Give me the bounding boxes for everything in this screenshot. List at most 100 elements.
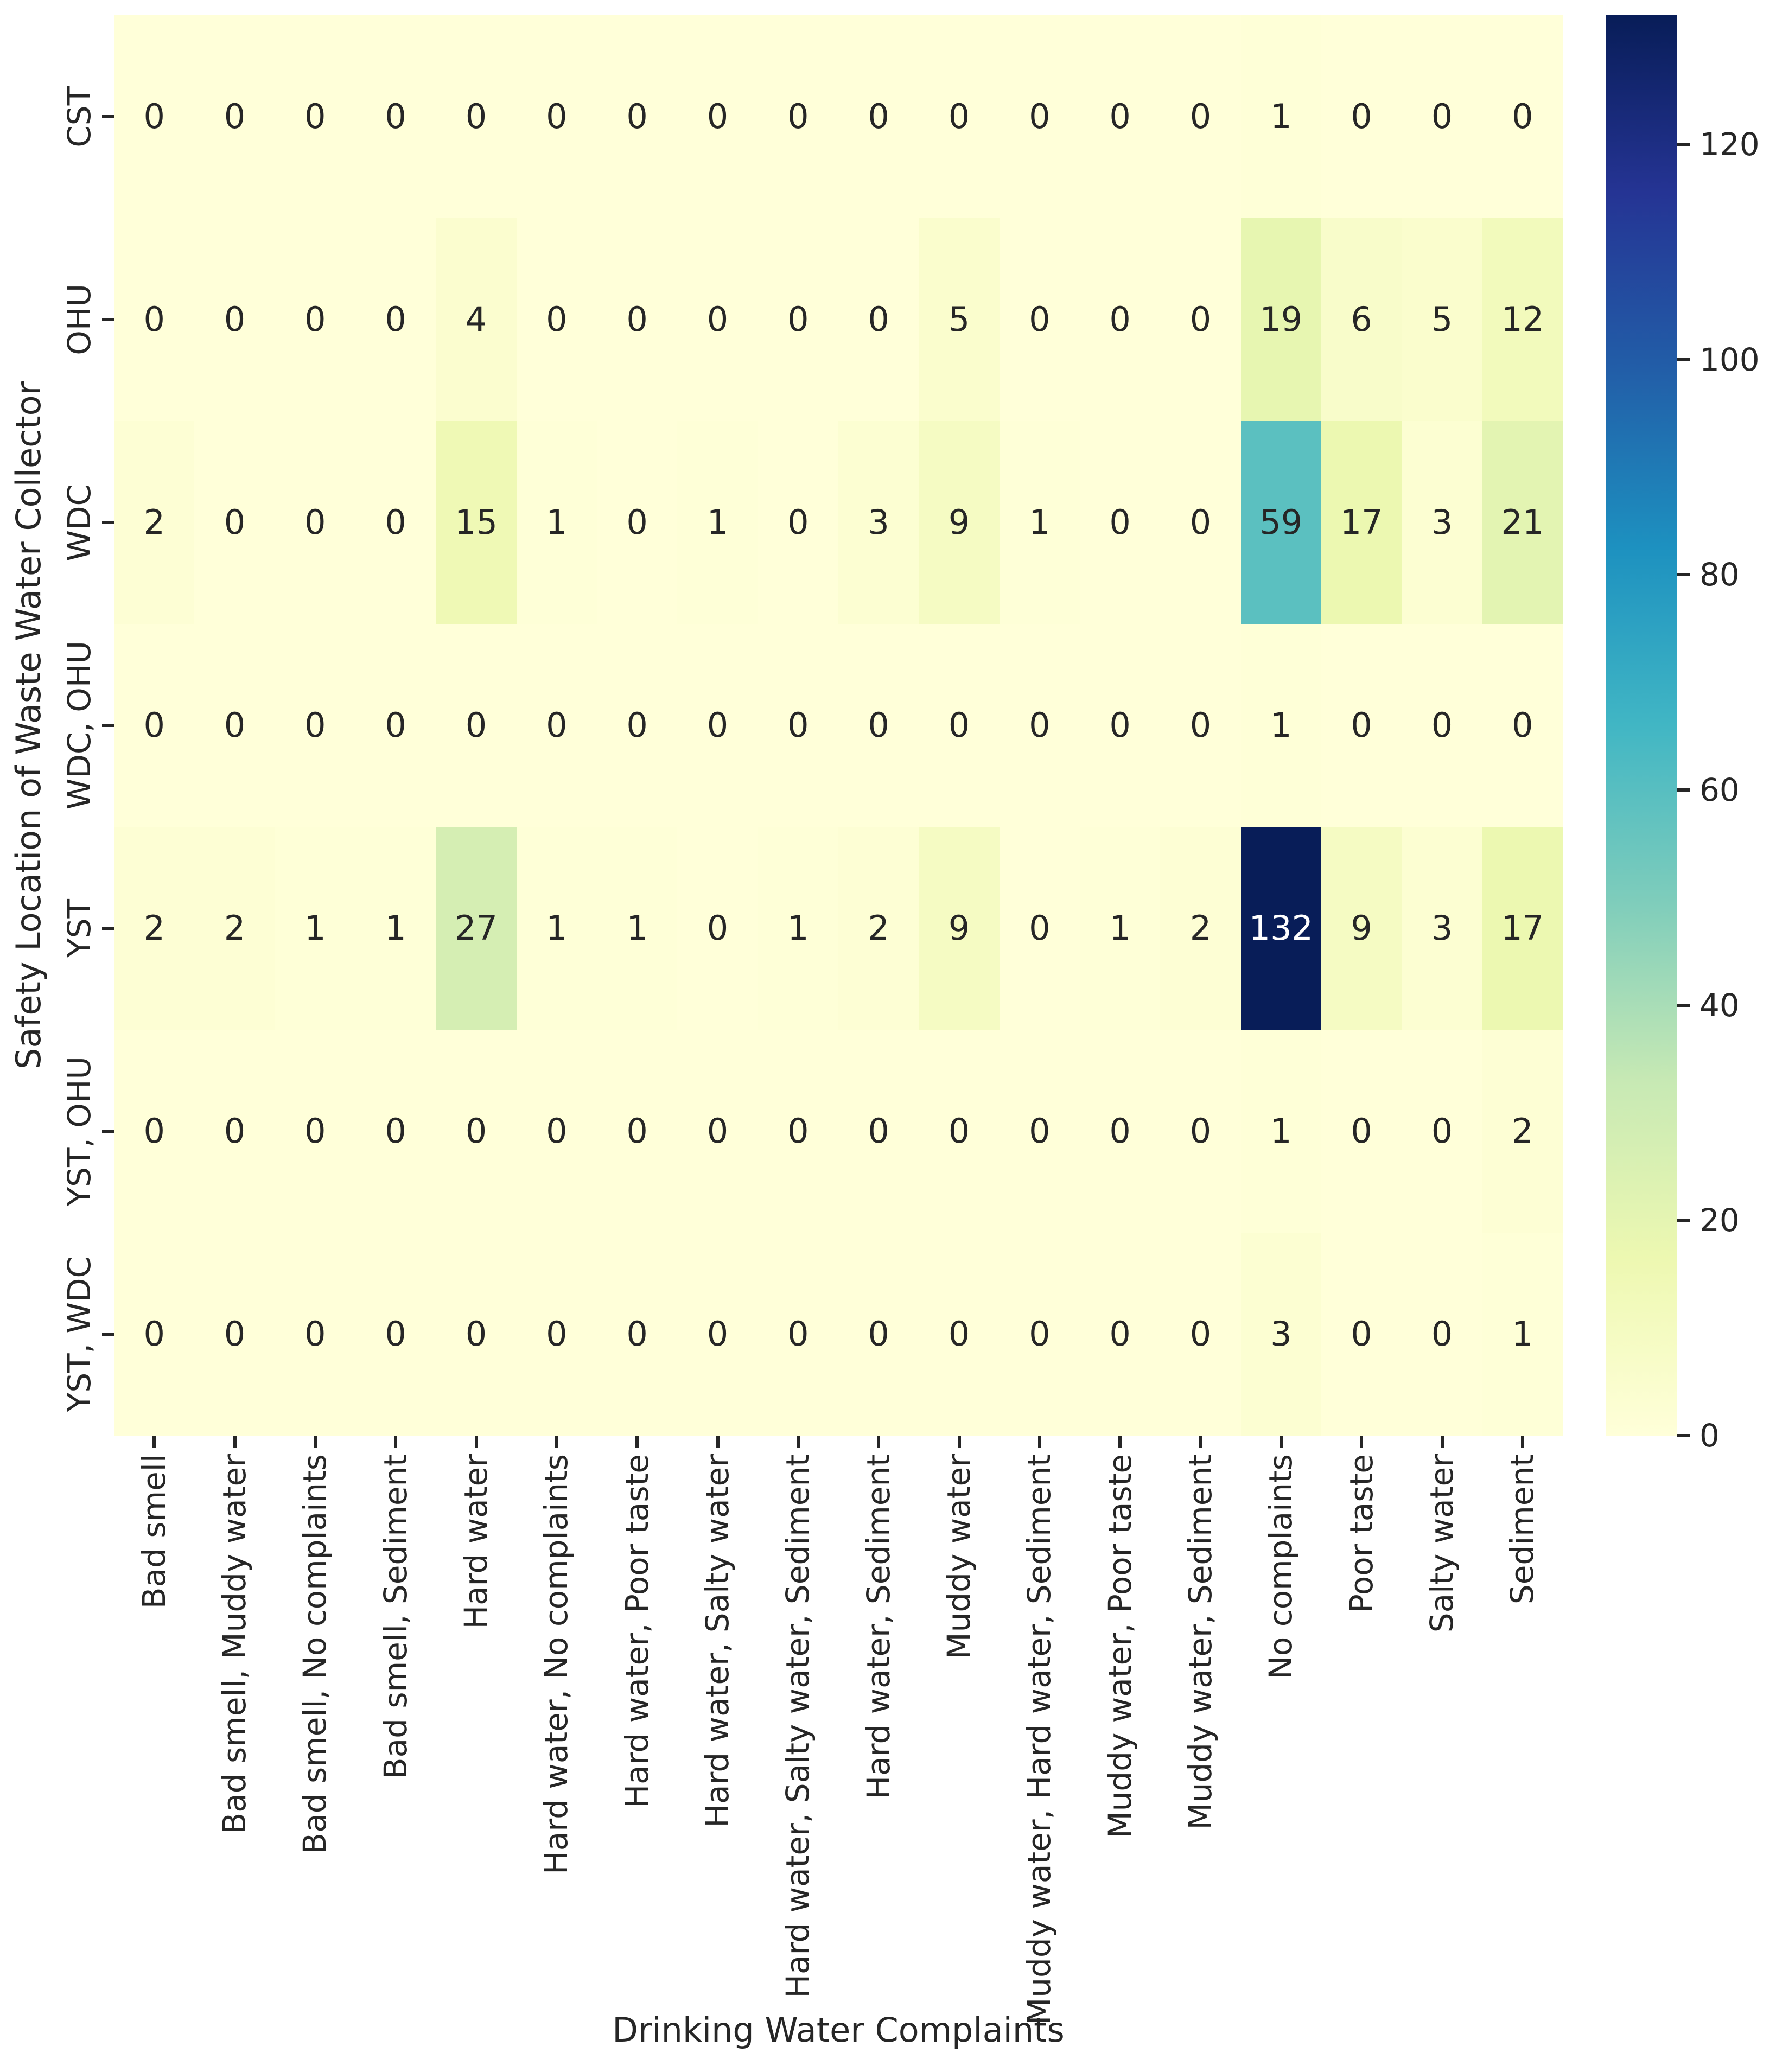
heatmap-cell: 0: [1402, 1233, 1482, 1436]
x-tick-mark: [1279, 1436, 1283, 1448]
cell-annotation: 1: [1270, 705, 1292, 745]
heatmap-cell: 0: [1079, 421, 1161, 624]
heatmap-cell: 0: [194, 624, 275, 827]
colorbar-tick-label: 0: [1699, 1417, 1720, 1454]
cell-annotation: 0: [465, 97, 487, 136]
x-tick-label: Hard water, No complaints: [517, 1454, 597, 2007]
x-tick-mark: [1360, 1436, 1364, 1448]
heatmap-cell: 0: [275, 15, 355, 218]
cell-annotation: 132: [1249, 908, 1313, 948]
heatmap-cell: 0: [1321, 15, 1402, 218]
x-tick-label: Muddy water, Hard water, Sediment: [1000, 1454, 1080, 2025]
cell-annotation: 17: [1340, 502, 1383, 542]
cell-annotation: 0: [143, 97, 165, 136]
heatmap-cell: 0: [596, 15, 678, 218]
heatmap-cell: 1: [999, 421, 1080, 624]
cell-annotation: 3: [1270, 1314, 1292, 1354]
cell-annotation: 0: [868, 97, 889, 136]
x-tick-label-text: No complaints: [1262, 1454, 1300, 1680]
cell-annotation: 0: [1351, 1111, 1372, 1151]
heatmap-cell: 1: [275, 827, 355, 1030]
heatmap-cell: 0: [757, 1030, 838, 1233]
heatmap-cell: 3: [1402, 421, 1482, 624]
cell-annotation: 0: [1351, 1314, 1372, 1354]
cell-annotation: 0: [706, 908, 729, 948]
cell-annotation: 0: [385, 502, 406, 542]
cell-annotation: 0: [465, 1111, 487, 1151]
x-tick-label-text: Hard water: [457, 1454, 495, 1629]
heatmap-cell: 1: [516, 421, 597, 624]
heatmap-cell: 0: [436, 1030, 517, 1233]
x-tick-label-text: Poor taste: [1342, 1454, 1380, 1614]
cell-annotation: 0: [948, 97, 970, 136]
y-tick-label-text: WDC, OHU: [61, 641, 98, 810]
x-tick-label-text: Bad smell: [135, 1454, 173, 1609]
cell-annotation: 0: [1189, 1111, 1212, 1151]
heatmap-cell: 0: [1079, 1233, 1161, 1436]
cell-annotation: 1: [706, 502, 729, 542]
colorbar-tick-label: 80: [1699, 556, 1740, 594]
heatmap-cell: 132: [1240, 827, 1321, 1030]
cell-annotation: 0: [626, 97, 648, 136]
x-tick-label-text: Hard water, Salty water: [699, 1454, 736, 1828]
cell-annotation: 0: [1189, 299, 1212, 339]
heatmap-cell: 1: [355, 827, 436, 1030]
cell-annotation: 0: [465, 705, 487, 745]
heatmap-cell: 0: [114, 1030, 195, 1233]
heatmap-cell: 0: [677, 624, 758, 827]
x-tick-label: Hard water, Poor taste: [597, 1454, 677, 2007]
cell-annotation: 1: [1270, 97, 1292, 136]
heatmap-cell: 0: [919, 1233, 1000, 1436]
y-axis-title: Safety Location of Waste Water Collector: [4, 15, 53, 1436]
heatmap-cell: 0: [1321, 1233, 1402, 1436]
cell-annotation: 0: [1189, 705, 1212, 745]
heatmap-cell: 0: [1160, 624, 1241, 827]
heatmap-cell: 0: [999, 1233, 1080, 1436]
heatmap-cell: 0: [596, 421, 678, 624]
x-tick-label-text: Sediment: [1504, 1454, 1541, 1605]
cell-annotation: 0: [706, 705, 729, 745]
x-tick-label-text: Muddy water, Sediment: [1182, 1454, 1219, 1830]
y-axis-title-text: Safety Location of Waste Water Collector: [9, 381, 49, 1069]
cell-annotation: 0: [385, 97, 406, 136]
colorbar-tick-label: 60: [1699, 772, 1740, 808]
x-tick-label-text: Muddy water, Hard water, Sediment: [1021, 1454, 1058, 2025]
colorbar-tick-label: 20: [1699, 1202, 1740, 1239]
cell-annotation: 0: [706, 1111, 729, 1151]
y-tick-label: YST, WDC: [49, 1233, 98, 1436]
heatmap-cell: 0: [1402, 624, 1482, 827]
heatmap-cell: 1: [1079, 827, 1161, 1030]
cell-annotation: 0: [787, 502, 809, 542]
heatmap-cell: 0: [919, 624, 1000, 827]
heatmap-cell: 0: [1079, 1030, 1161, 1233]
heatmap-cell: 0: [114, 624, 195, 827]
heatmap-cell: 0: [1402, 1030, 1482, 1233]
heatmap-cell: 17: [1482, 827, 1563, 1030]
cell-annotation: 0: [224, 97, 246, 136]
heatmap-cell: 21: [1482, 421, 1563, 624]
heatmap-cell: 0: [999, 624, 1080, 827]
cell-annotation: 0: [1029, 908, 1051, 948]
heatmap-cell: 27: [436, 827, 517, 1030]
cell-annotation: 0: [1351, 97, 1372, 136]
colorbar-tick-mark: [1677, 1434, 1690, 1437]
cell-annotation: 0: [385, 1314, 406, 1354]
heatmap-cell: 0: [838, 1030, 919, 1233]
cell-annotation: 1: [626, 908, 648, 948]
x-tick-label-text: Muddy water, Poor taste: [1101, 1454, 1138, 1839]
cell-annotation: 0: [1351, 705, 1372, 745]
heatmap-cell: 0: [436, 15, 517, 218]
y-tick-label-text: YST: [61, 899, 98, 958]
colorbar-tick-mark: [1677, 143, 1690, 146]
cell-annotation: 0: [1109, 502, 1131, 542]
heatmap-cell: 0: [1482, 624, 1563, 827]
heatmap-cell: 1: [1240, 15, 1321, 218]
heatmap-cell: 0: [194, 15, 275, 218]
cell-annotation: 0: [1109, 299, 1131, 339]
x-tick-label: Bad smell: [114, 1454, 194, 2007]
cell-annotation: 0: [143, 1314, 165, 1354]
heatmap-cell: 2: [114, 827, 195, 1030]
heatmap-cell: 0: [355, 421, 436, 624]
x-tick-mark: [233, 1436, 237, 1448]
cell-annotation: 1: [546, 502, 568, 542]
